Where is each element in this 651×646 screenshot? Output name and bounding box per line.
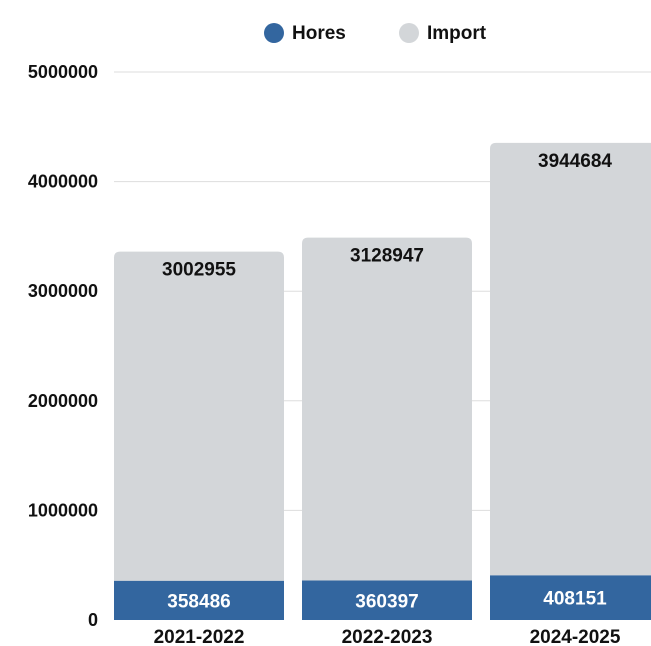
bar-hores-2022-2023[interactable]: [302, 580, 472, 620]
data-label-hores-2022-2023: 360397: [355, 591, 418, 612]
legend-label-hores: Hores: [292, 23, 346, 44]
bar-import-2021-2022[interactable]: [114, 251, 284, 581]
legend-swatch-import: [399, 23, 419, 43]
x-tick-label: 2024-2025: [530, 627, 621, 646]
legend-swatch-hores: [264, 23, 284, 43]
bar-hores-2021-2022[interactable]: [114, 580, 284, 620]
data-label-import-2024-2025: 3944684: [538, 151, 612, 172]
data-label-import-2022-2023: 3128947: [350, 246, 424, 267]
y-tick-label: 2000000: [28, 391, 98, 411]
bar-import-2022-2023[interactable]: [302, 237, 472, 581]
legend-label-import: Import: [427, 23, 487, 44]
y-tick-label: 1000000: [28, 500, 98, 520]
legend[interactable]: Hores Import: [264, 23, 487, 44]
x-tick-label: 2021-2022: [154, 627, 245, 646]
data-label-hores-2021-2022: 358486: [167, 591, 230, 612]
data-labels: 358486 3002955 360397 3128947 408151 3944684: [162, 151, 612, 612]
y-tick-label: 5000000: [28, 62, 98, 82]
data-label-import-2021-2022: 3002955: [162, 260, 236, 281]
y-axis: 0 1000000 2000000 3000000 4000000 5000000: [28, 62, 98, 630]
y-tick-label: 4000000: [28, 172, 98, 192]
x-tick-label: 2022-2023: [342, 627, 433, 646]
bar-hores-2024-2025[interactable]: [490, 575, 651, 620]
legend-item-hores[interactable]: Hores: [264, 23, 346, 44]
legend-item-import[interactable]: Import: [399, 23, 487, 44]
bars: [114, 142, 651, 620]
x-axis: 2021-2022 2022-2023 2024-2025: [154, 627, 621, 646]
y-tick-label: 3000000: [28, 281, 98, 301]
y-tick-label: 0: [88, 610, 98, 630]
data-label-hores-2024-2025: 408151: [543, 589, 607, 610]
bar-import-2024-2025[interactable]: [490, 142, 651, 576]
